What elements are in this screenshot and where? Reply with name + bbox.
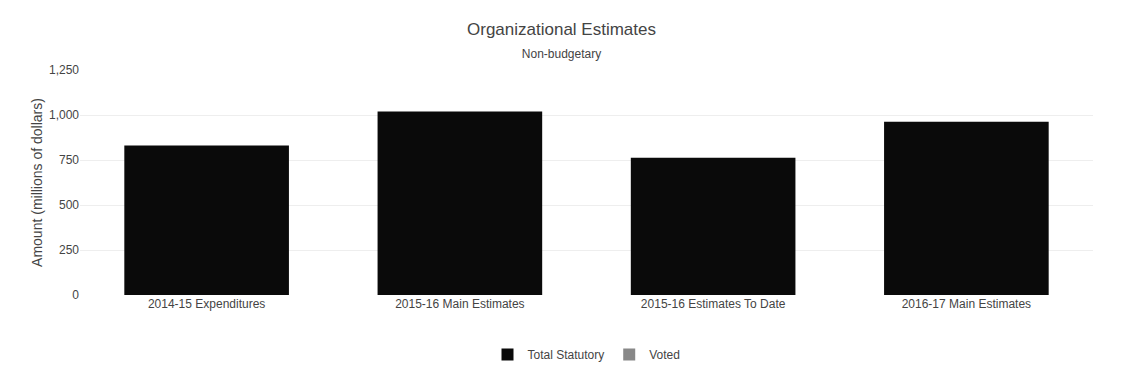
svg-text:Voted: Voted (649, 348, 680, 362)
svg-text:2016-17 Main Estimates: 2016-17 Main Estimates (902, 297, 1031, 311)
svg-text:Amount (millions of dollars): Amount (millions of dollars) (29, 98, 45, 267)
svg-text:2014-15 Expenditures: 2014-15 Expenditures (148, 297, 265, 311)
svg-text:Total Statutory: Total Statutory (528, 348, 605, 362)
svg-text:500: 500 (59, 198, 79, 212)
svg-text:Non-budgetary: Non-budgetary (522, 47, 601, 61)
svg-text:0: 0 (72, 288, 79, 302)
svg-text:Organizational Estimates: Organizational Estimates (467, 20, 656, 39)
svg-text:250: 250 (59, 243, 79, 257)
svg-text:1,000: 1,000 (49, 108, 79, 122)
svg-text:2015-16 Main Estimates: 2015-16 Main Estimates (395, 297, 524, 311)
svg-text:2015-16 Estimates To Date: 2015-16 Estimates To Date (641, 297, 786, 311)
svg-text:750: 750 (59, 153, 79, 167)
svg-text:1,250: 1,250 (49, 63, 79, 77)
